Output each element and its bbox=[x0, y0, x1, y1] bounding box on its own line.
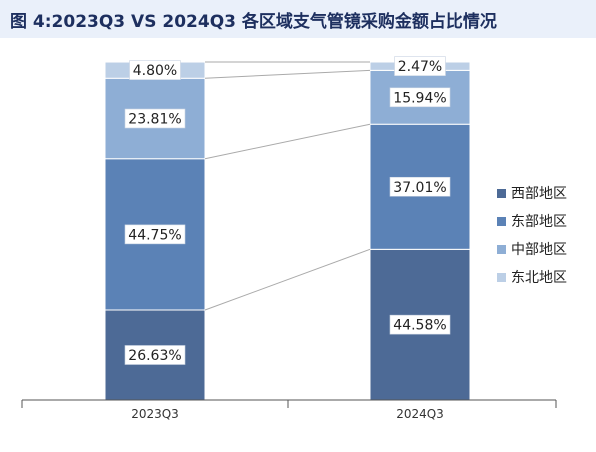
chart-title: 图 4:2023Q3 VS 2024Q3 各区域支气管镜采购金额占比情况 bbox=[10, 12, 497, 32]
data-label: 37.01% bbox=[393, 180, 446, 196]
legend-label: 东部地区 bbox=[511, 214, 567, 230]
series-connector-line bbox=[204, 69, 371, 79]
series-connector-line bbox=[204, 248, 371, 311]
data-label: 15.94% bbox=[393, 90, 446, 106]
data-label-box bbox=[124, 224, 186, 245]
legend-swatch bbox=[497, 273, 506, 282]
legend-swatch bbox=[497, 217, 506, 226]
legend-label: 西部地区 bbox=[511, 186, 567, 202]
data-label-box bbox=[389, 176, 451, 197]
data-label: 44.58% bbox=[393, 318, 446, 334]
data-label-box bbox=[124, 345, 186, 365]
data-label: 44.75% bbox=[128, 227, 181, 243]
x-tick-label: 2024Q3 bbox=[396, 407, 444, 421]
data-label: 23.81% bbox=[128, 111, 181, 127]
legend-label: 中部地区 bbox=[511, 242, 567, 258]
data-label-box bbox=[129, 60, 181, 80]
data-label: 4.80% bbox=[133, 63, 177, 79]
data-label: 26.63% bbox=[128, 348, 181, 364]
data-label-box bbox=[124, 108, 186, 129]
legend-swatch bbox=[497, 189, 506, 198]
data-label-box bbox=[389, 87, 451, 108]
x-tick-label: 2023Q3 bbox=[131, 407, 179, 421]
legend-label: 东北地区 bbox=[511, 270, 567, 286]
legend-swatch bbox=[497, 245, 506, 254]
data-label: 2.47% bbox=[398, 59, 442, 75]
data-label-box bbox=[389, 314, 451, 335]
data-label-box bbox=[394, 56, 446, 76]
series-connector-line bbox=[204, 123, 371, 160]
title-band bbox=[0, 0, 596, 38]
